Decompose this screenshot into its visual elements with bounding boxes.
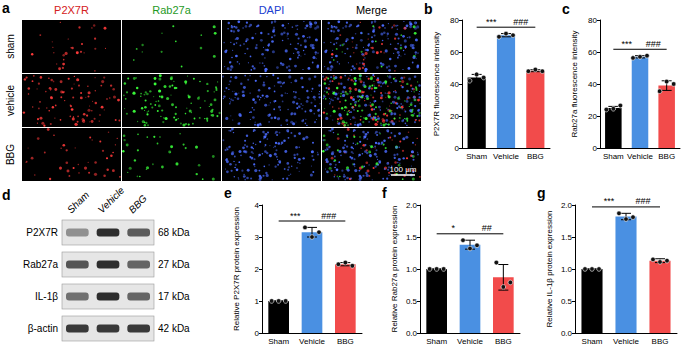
- svg-text:BBG: BBG: [126, 193, 149, 216]
- svg-text:17 kDa: 17 kDa: [158, 291, 190, 302]
- svg-text:vehicle: vehicle: [5, 85, 16, 117]
- svg-text:0.5: 0.5: [561, 297, 573, 306]
- svg-text:68 kDa: 68 kDa: [158, 227, 190, 238]
- svg-text:Vehicle: Vehicle: [493, 152, 519, 161]
- svg-text:1: 1: [255, 297, 260, 306]
- svg-text:a: a: [2, 0, 10, 16]
- svg-text:sham: sham: [5, 34, 16, 58]
- svg-text:40: 40: [450, 80, 459, 89]
- svg-text:###: ###: [635, 196, 650, 206]
- svg-text:0.0: 0.0: [406, 329, 418, 338]
- svg-text:Relative P2X7R protein express: Relative P2X7R protein expression: [232, 207, 241, 331]
- svg-text:e: e: [224, 185, 232, 201]
- svg-text:42 kDa: 42 kDa: [158, 323, 190, 334]
- svg-text:1.0: 1.0: [561, 265, 573, 274]
- svg-text:100 μm: 100 μm: [390, 165, 417, 174]
- svg-text:Merge: Merge: [356, 4, 387, 16]
- svg-text:60: 60: [588, 48, 597, 57]
- svg-text:Rab27a fluorescence intensity: Rab27a fluorescence intensity: [570, 30, 579, 137]
- svg-text:0: 0: [455, 144, 460, 153]
- svg-text:BBG: BBG: [527, 152, 544, 161]
- svg-text:IL-1β: IL-1β: [35, 291, 58, 302]
- svg-text:2: 2: [255, 265, 260, 274]
- svg-text:P2X7R: P2X7R: [54, 4, 89, 16]
- svg-text:g: g: [537, 185, 546, 201]
- svg-text:###: ###: [513, 17, 528, 27]
- svg-text:60: 60: [450, 48, 459, 57]
- svg-text:###: ###: [646, 39, 661, 49]
- svg-text:BBG: BBG: [5, 144, 16, 165]
- svg-text:DAPI: DAPI: [259, 4, 285, 16]
- svg-text:0.5: 0.5: [406, 297, 418, 306]
- svg-text:Rab27a: Rab27a: [152, 4, 191, 16]
- svg-text:BBG: BBG: [658, 152, 675, 161]
- svg-text:4: 4: [255, 201, 260, 210]
- svg-text:f: f: [382, 185, 387, 201]
- svg-text:1.5: 1.5: [561, 233, 573, 242]
- svg-text:0: 0: [255, 329, 260, 338]
- svg-text:***: ***: [621, 39, 632, 49]
- svg-text:20: 20: [588, 112, 597, 121]
- svg-text:Sham: Sham: [426, 337, 447, 346]
- svg-text:***: ***: [486, 17, 497, 27]
- svg-text:2.0: 2.0: [561, 201, 573, 210]
- svg-text:27 kDa: 27 kDa: [158, 259, 190, 270]
- svg-text:80: 80: [588, 16, 597, 25]
- svg-text:BBG: BBG: [337, 337, 354, 346]
- svg-text:20: 20: [450, 112, 459, 121]
- svg-text:2.0: 2.0: [406, 201, 418, 210]
- svg-text:Relative Rab27a protein expres: Relative Rab27a protein expression: [390, 206, 399, 333]
- svg-text:Sham: Sham: [466, 152, 487, 161]
- svg-text:β-actin: β-actin: [28, 323, 58, 334]
- svg-text:80: 80: [450, 16, 459, 25]
- svg-text:1.0: 1.0: [406, 265, 418, 274]
- svg-text:P2X7R: P2X7R: [26, 227, 58, 238]
- svg-text:Vehicle: Vehicle: [457, 337, 483, 346]
- svg-text:***: ***: [604, 196, 615, 206]
- svg-text:##: ##: [482, 223, 492, 233]
- svg-text:Sham: Sham: [603, 152, 624, 161]
- svg-text:Vehicle: Vehicle: [96, 184, 127, 215]
- svg-text:Vehicle: Vehicle: [627, 152, 653, 161]
- svg-text:1.5: 1.5: [406, 233, 418, 242]
- svg-text:###: ###: [321, 211, 336, 221]
- svg-text:P2X7R fluorescence intensity: P2X7R fluorescence intensity: [432, 32, 441, 137]
- svg-text:Rab27a: Rab27a: [23, 259, 58, 270]
- svg-text:0: 0: [593, 144, 598, 153]
- svg-text:Vehicle: Vehicle: [613, 337, 639, 346]
- svg-text:Sham: Sham: [65, 189, 91, 215]
- svg-text:*: *: [452, 223, 456, 233]
- svg-text:40: 40: [588, 80, 597, 89]
- svg-text:BBG: BBG: [652, 337, 669, 346]
- svg-text:Sham: Sham: [268, 337, 289, 346]
- svg-text:Relative IL-1β protein express: Relative IL-1β protein expression: [545, 210, 554, 327]
- svg-text:Sham: Sham: [582, 337, 603, 346]
- svg-text:0.0: 0.0: [561, 329, 573, 338]
- svg-text:***: ***: [290, 211, 301, 221]
- svg-text:BBG: BBG: [495, 337, 512, 346]
- svg-text:b: b: [424, 1, 433, 17]
- svg-text:d: d: [2, 187, 11, 203]
- svg-text:c: c: [562, 1, 570, 17]
- svg-text:Vehicle: Vehicle: [299, 337, 325, 346]
- svg-text:3: 3: [255, 233, 260, 242]
